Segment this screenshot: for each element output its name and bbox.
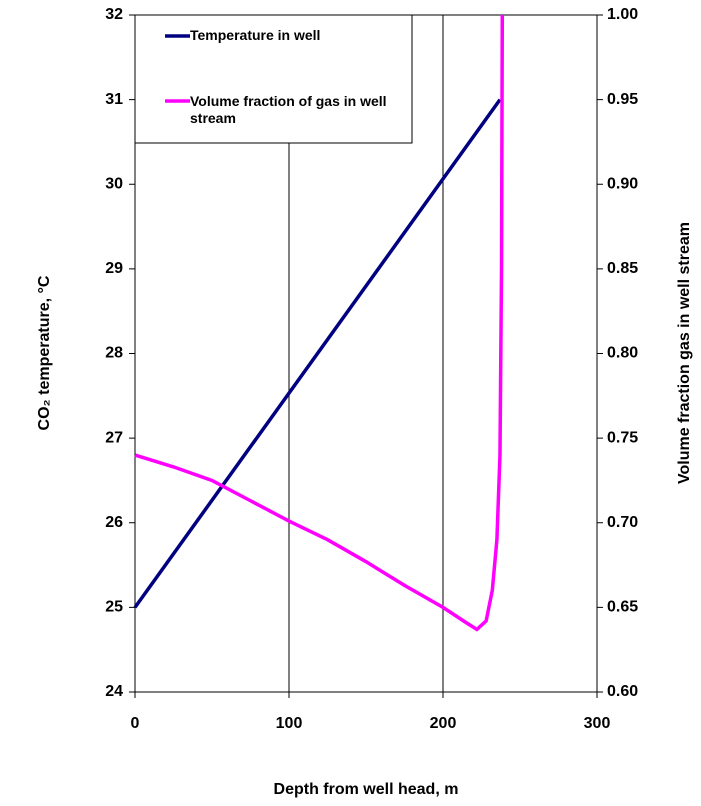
- legend-label: Volume fraction of gas in well stream: [190, 93, 387, 126]
- x-tick-label: 100: [276, 715, 303, 732]
- series-line: [133, 98, 502, 609]
- legend-label: Temperature in well: [190, 27, 321, 43]
- y-tick-label: 29: [105, 260, 123, 277]
- y2-tick-label: 0.80: [607, 345, 638, 362]
- y-tick-label: 24: [105, 683, 123, 700]
- x-axis-title: Depth from well head, m: [274, 781, 459, 798]
- y2-tick-label: 0.75: [607, 429, 638, 446]
- y-axis-title: CO₂ temperature, °C: [36, 275, 53, 430]
- y2-tick-label: 0.85: [607, 260, 638, 277]
- series-line: [134, 14, 505, 632]
- x-tick-label: 300: [584, 715, 611, 732]
- y-tick-label: 31: [105, 91, 123, 108]
- y-tick-label: 27: [105, 429, 123, 446]
- y-tick-label: 25: [105, 599, 123, 616]
- y2-tick-label: 0.70: [607, 514, 638, 531]
- y-tick-label: 30: [105, 175, 123, 192]
- x-tick-label: 0: [131, 715, 140, 732]
- y2-tick-label: 0.60: [607, 683, 638, 700]
- y-tick-label: 26: [105, 514, 123, 531]
- y2-tick-label: 1.00: [607, 6, 638, 23]
- y2-tick-label: 0.95: [607, 91, 638, 108]
- y2-tick-label: 0.65: [607, 599, 638, 616]
- y2-axis-title: Volume fraction gas in well stream: [676, 222, 693, 484]
- y-tick-label: 28: [105, 345, 123, 362]
- y-tick-label: 32: [105, 6, 123, 23]
- y2-tick-label: 0.90: [607, 175, 638, 192]
- x-tick-label: 200: [430, 715, 457, 732]
